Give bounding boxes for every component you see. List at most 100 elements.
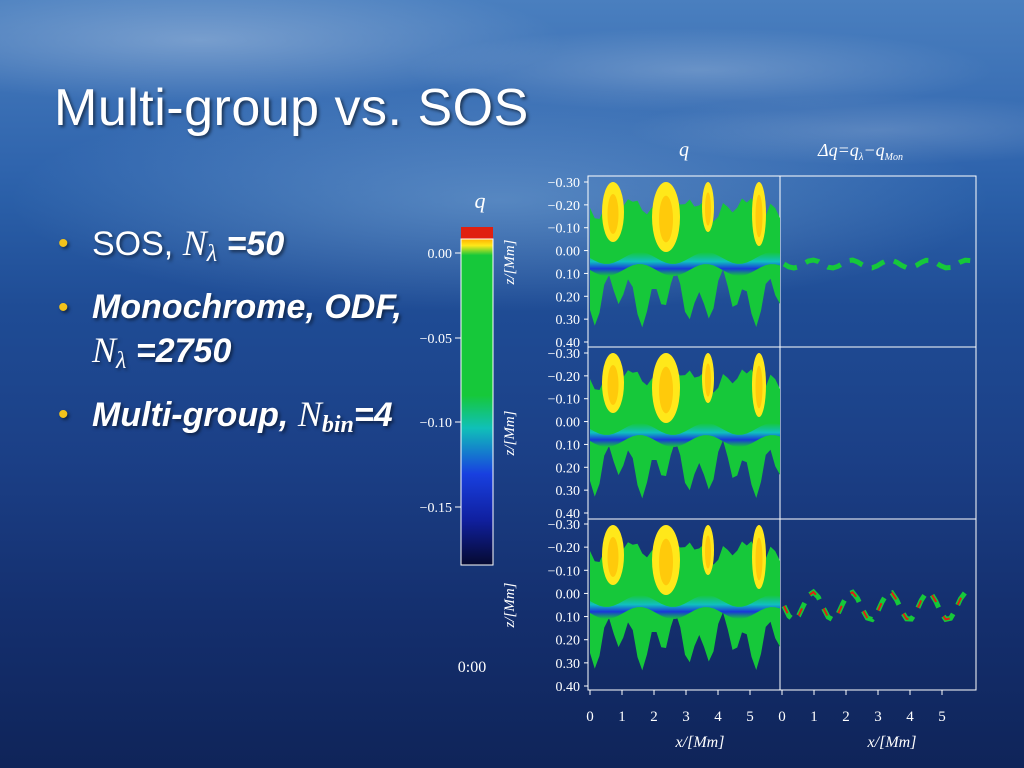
bullet-dot-icon: • [58,227,69,260]
x-tick-label: 3 [682,709,690,725]
y-axis-label: z/[Mm] [502,582,518,628]
bullet-dot-icon: • [58,291,69,324]
orange-core [755,537,763,581]
colorbar-gradient [460,238,494,566]
bullet-sos-symbol: N [182,223,207,263]
y-tick-label: 0.00 [556,245,581,260]
cool-band [590,595,780,619]
bullet-multigroup-symbol: N [297,394,322,434]
bullet-monochrome-symbol: N [92,330,117,370]
x-tick-label: 1 [810,709,818,725]
y-tick-label: −0.30 [548,176,580,191]
timestamp: 0:00 [458,659,486,676]
x-tick-label: 5 [746,709,754,725]
x-tick-label: 4 [714,709,722,725]
slide-title: Multi-group vs. SOS [54,79,529,137]
colorbar: q 0.00 −0.05 −0.10 −0.15 0:00 [420,188,494,676]
x-tick-label: 5 [938,709,946,725]
y-tick-label: −0.30 [548,347,580,362]
cool-band [590,252,780,276]
q-field [590,353,780,499]
bullet-sos-text: SOS, [92,225,174,263]
bullet-multigroup-subscript: bin [321,412,354,438]
orange-core [659,538,673,586]
orange-core [755,194,763,238]
dq-green-trace [782,257,971,271]
orange-core [755,365,763,409]
cool-band [590,423,780,447]
bullet-multigroup: • Multi-group, Nbin=4 [58,393,408,447]
x-axis-label: x/[Mm] [675,734,725,751]
x-tick-label: 0 [586,709,594,725]
bullet-monochrome-value: =2750 [135,332,232,370]
orange-core [607,537,619,577]
orange-core [607,365,619,405]
x-axes: 0 1 2 3 4 5 x/[Mm] 0 1 2 3 4 5 x/[Mm] [586,690,946,751]
dq-field [782,257,971,271]
orange-core [705,192,711,226]
x-axis-label: x/[Mm] [867,734,917,751]
y-tick-label: −0.20 [548,199,580,214]
y-tick-label: 0.20 [556,290,581,305]
x-tick-label: 1 [618,709,626,725]
column-title-right: Δq=qλ−qMon [817,140,903,163]
bullet-sos: • SOS, Nλ =50 [58,222,408,276]
y-tick-label: −0.10 [548,564,580,579]
colorbar-top-red [461,227,493,239]
q-field [590,525,780,671]
x-tick-label: 4 [906,709,914,725]
x-tick-label: 0 [778,709,786,725]
y-tick-label: 0.40 [556,507,581,522]
y-tick-label: 0.10 [556,438,581,453]
bullet-sos-value: =50 [226,225,285,263]
y-tick-label: −0.30 [548,518,580,533]
bullet-monochrome-subscript: λ [116,348,127,374]
bullet-sos-subscript: λ [206,241,218,267]
y-tick-label: −0.20 [548,541,580,556]
y-tick-label: −0.10 [548,393,580,408]
bullet-monochrome: • Monochrome, ODF, Nλ =2750 [58,286,408,383]
bullet-dot-icon: • [58,398,69,431]
bullet-multigroup-text: Multi-group, [92,396,289,434]
y-tick-label: −0.10 [548,222,580,237]
orange-core [705,363,711,397]
orange-core [607,194,619,234]
y-axis-label: z/[Mm] [502,239,518,285]
x-tick-label: 3 [874,709,882,725]
orange-core [659,195,673,243]
column-title-left: q [679,139,689,161]
y-axes: −0.30 −0.20 −0.10 0.00 0.10 0.20 0.30 0.40 z/[Mm… [502,176,588,695]
y-tick-label: 0.40 [556,680,581,695]
orange-core [659,366,673,414]
y-tick-label: 0.30 [556,313,581,328]
x-tick-label: 2 [842,709,850,725]
colorbar-ticks: 0.00 −0.05 −0.10 −0.15 [420,247,461,516]
dq-red-trace [783,590,971,622]
colorbar-tick-label: −0.15 [420,501,452,516]
bullet-monochrome-text: Monochrome, ODF, [92,288,402,326]
y-tick-label: 0.20 [556,461,581,476]
colorbar-label: q [475,188,486,213]
y-tick-label: 0.10 [556,611,581,626]
y-tick-label: 0.00 [556,587,581,602]
q-field [590,182,780,328]
colorbar-tick-label: −0.05 [420,332,452,347]
bullet-multigroup-value: =4 [353,396,393,434]
y-tick-label: 0.30 [556,484,581,499]
y-tick-label: 0.30 [556,657,581,672]
colorbar-tick-label: −0.10 [420,416,452,431]
y-tick-label: 0.00 [556,416,581,431]
y-tick-label: 0.20 [556,634,581,649]
y-tick-label: 0.40 [556,336,581,351]
y-tick-label: 0.10 [556,267,581,282]
y-axis-label: z/[Mm] [502,410,518,456]
dq-field [781,588,972,624]
orange-core [705,535,711,569]
colorbar-tick-label: 0.00 [428,247,453,262]
panel-fields [590,182,972,671]
y-tick-label: −0.20 [548,370,580,385]
bullet-list: • SOS, Nλ =50 • Monochrome, ODF, Nλ =275… [58,222,408,457]
dq-green-trace [781,588,972,624]
